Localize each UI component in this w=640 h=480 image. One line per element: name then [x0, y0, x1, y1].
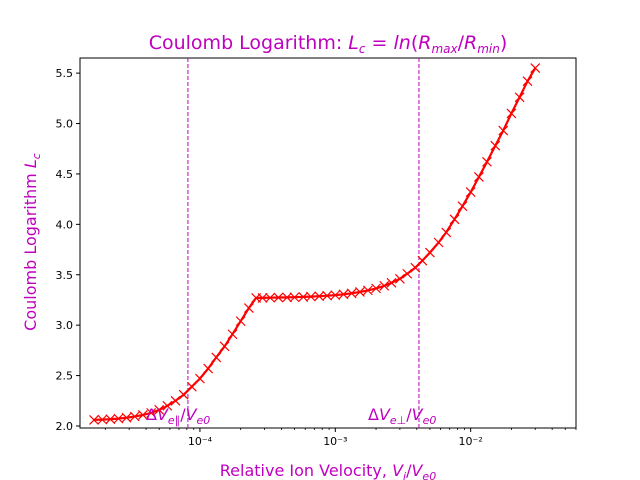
series-line	[93, 67, 537, 421]
vline-label-perpendicular: ΔVe⊥/Ve0	[368, 405, 436, 427]
data-point-marker	[170, 395, 181, 406]
data-point-marker	[121, 412, 132, 423]
data-point-marker	[243, 303, 254, 313]
data-point-marker	[105, 414, 116, 425]
data-point-marker	[137, 409, 148, 420]
y-axis-label: Coulomb Logarithm Lc	[21, 153, 43, 331]
data-point-marker	[514, 92, 525, 103]
data-point-marker	[449, 214, 460, 225]
y-tick-label: 3.5	[56, 269, 74, 282]
data-point-marker	[354, 286, 365, 297]
data-point-marker	[530, 63, 541, 74]
data-point-marker	[465, 187, 476, 198]
data-point-marker	[386, 277, 397, 288]
data-point-marker	[113, 413, 124, 424]
data-point-marker	[178, 389, 189, 400]
y-tick-label: 2.0	[56, 420, 74, 433]
x-tick-label: 10⁻³	[323, 435, 347, 448]
data-point-marker	[298, 292, 309, 302]
y-tick-label: 2.5	[56, 370, 74, 383]
y-tick-label: 5.5	[56, 67, 74, 80]
data-point-marker	[219, 341, 230, 352]
data-point-marker	[162, 400, 173, 411]
plot-area: 2.0 2.5 3.0 3.5 4.0 4.5 5.0 5.5 10⁻⁴ 10⁻³ 10⁻²	[56, 57, 577, 448]
data-point-marker	[424, 247, 435, 258]
data-point-marker	[473, 172, 484, 182]
data-point-marker	[186, 381, 197, 392]
data-point-marker	[89, 415, 99, 425]
x-axis-label: Relative Ion Velocity, Vi/Ve0	[220, 461, 436, 480]
y-tick-label: 4.5	[56, 168, 74, 181]
data-point-marker	[289, 292, 300, 303]
data-point-marker	[482, 156, 492, 167]
chart-title: Coulomb Logarithm: Lc = ln(Rmax/Rmin)	[149, 32, 508, 56]
data-point-marker	[506, 108, 517, 119]
data-point-marker	[433, 237, 444, 248]
data-point-marker	[379, 280, 390, 291]
x-tick-label: 10⁻⁴	[188, 435, 213, 448]
data-point-marker	[522, 76, 533, 87]
data-point-marker	[498, 125, 509, 136]
y-tick-label: 5.0	[56, 118, 74, 131]
data-point-marker	[362, 285, 373, 296]
data-point-marker	[195, 373, 205, 384]
data-point-marker	[257, 293, 268, 303]
axes-frame	[79, 57, 577, 429]
data-point-marker	[394, 273, 405, 284]
data-point-marker	[402, 268, 413, 279]
y-tick-label: 3.0	[56, 319, 74, 332]
data-point-marker	[203, 363, 214, 374]
data-point-marker	[371, 283, 381, 294]
data-point-marker	[265, 292, 276, 303]
data-point-marker	[490, 140, 501, 151]
data-point-marker	[346, 288, 357, 299]
data-point-marker	[282, 292, 292, 303]
data-point-marker	[227, 329, 238, 340]
data-point-marker	[97, 414, 108, 425]
data-point-marker	[314, 291, 325, 302]
data-point-marker	[273, 292, 284, 303]
data-point-marker	[417, 255, 428, 266]
vline-label-parallel: ΔVe∥/Ve0	[146, 405, 210, 427]
data-point-marker	[322, 290, 333, 301]
data-point-marker	[235, 316, 246, 327]
data-point-marker	[441, 227, 452, 238]
x-tick-label: 10⁻²	[459, 435, 483, 448]
data-point-marker	[154, 404, 165, 415]
data-point-marker	[146, 407, 157, 418]
data-point-marker	[129, 411, 140, 422]
data-point-marker	[457, 201, 468, 212]
data-point-marker	[338, 289, 349, 300]
data-point-marker	[330, 290, 341, 301]
data-point-marker	[305, 291, 316, 302]
data-point-marker	[211, 352, 222, 363]
y-tick-label: 4.0	[56, 218, 74, 231]
